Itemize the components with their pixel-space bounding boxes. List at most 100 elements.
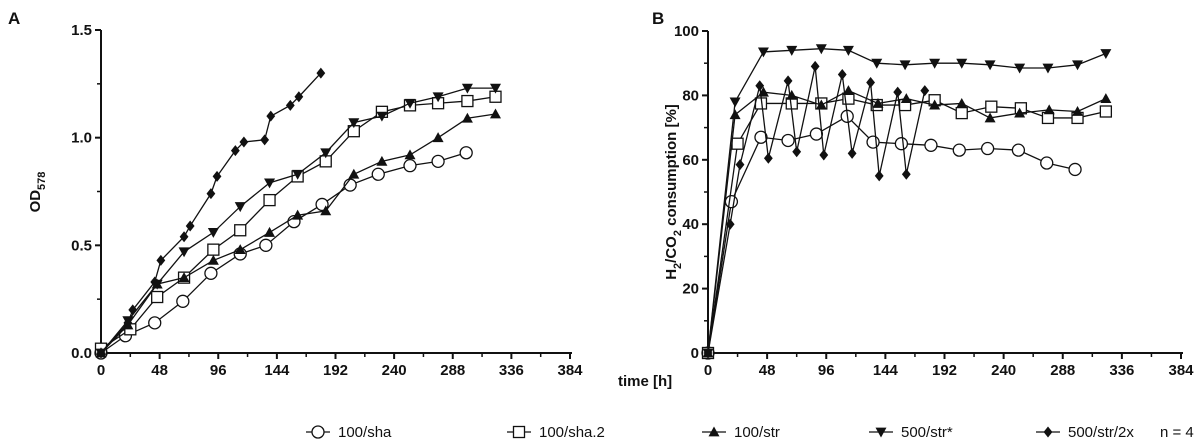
legend-item: 100/sha.2	[507, 424, 605, 441]
data-point	[956, 58, 968, 69]
data-point	[348, 168, 360, 179]
panel-label-b: B	[652, 9, 664, 28]
y-tick-label: 0	[691, 345, 699, 362]
data-point	[204, 266, 218, 280]
data-point	[1043, 104, 1055, 115]
data-point	[924, 138, 938, 152]
data-point	[837, 68, 847, 80]
data-point	[781, 133, 795, 148]
legend-item: 100/sha	[306, 424, 392, 441]
data-point	[459, 146, 473, 160]
data-point	[703, 347, 713, 359]
data-point	[901, 168, 911, 180]
data-point	[729, 97, 741, 108]
data-point	[292, 169, 304, 180]
series-100-str	[702, 85, 1112, 358]
data-point	[461, 112, 473, 123]
legend-marker	[708, 426, 720, 437]
data-point	[260, 134, 270, 146]
data-point	[874, 170, 884, 182]
data-point	[786, 45, 798, 56]
data-point	[980, 141, 995, 156]
series-line	[707, 89, 1107, 354]
data-point	[815, 44, 827, 55]
legend-item: 500/str/2x	[1036, 424, 1134, 441]
y-axis-label-b: H2/CO2 consumption [%]	[663, 104, 684, 280]
data-point	[899, 60, 911, 71]
y-axis-label-a: OD578	[27, 172, 48, 213]
data-point	[757, 47, 769, 58]
panel-label-a: A	[8, 9, 20, 28]
data-point	[763, 152, 773, 164]
data-point	[842, 45, 854, 56]
data-point	[178, 247, 190, 258]
y-tick-label: 20	[682, 281, 699, 298]
data-point	[292, 209, 304, 220]
data-point	[185, 220, 195, 232]
data-point	[461, 94, 474, 108]
x-tick-label: 144	[264, 362, 290, 379]
series-line	[707, 66, 926, 354]
data-point	[866, 135, 880, 149]
x-tick-label: 48	[759, 362, 776, 379]
data-point	[893, 86, 903, 98]
data-point	[929, 58, 941, 69]
data-point	[376, 155, 388, 166]
legend-marker	[311, 425, 325, 439]
data-point	[755, 80, 765, 92]
data-point	[786, 89, 798, 100]
data-point	[404, 149, 416, 160]
data-point	[1100, 49, 1112, 60]
series-500-str-2x	[96, 67, 326, 359]
panel-b: 0 20 40 60 80 100 0 48 96 144 192 240 288 336 384	[674, 23, 1194, 379]
data-point	[725, 218, 735, 230]
data-point	[809, 127, 824, 141]
x-axis-label: time [h]	[618, 373, 672, 390]
data-point	[866, 77, 875, 89]
x-tick-label: 192	[932, 362, 957, 379]
data-point	[348, 118, 360, 129]
legend-label: 100/sha	[338, 424, 392, 441]
data-point	[1072, 106, 1084, 116]
data-point	[792, 146, 802, 158]
data-point	[729, 109, 741, 120]
legend-label: 500/str/2x	[1068, 424, 1134, 441]
data-point	[955, 106, 968, 120]
data-point	[431, 154, 445, 169]
data-point	[872, 97, 884, 108]
data-point	[128, 304, 138, 316]
data-point	[1040, 156, 1054, 170]
data-point	[952, 143, 966, 157]
data-point	[489, 83, 501, 94]
series-500-str-2x	[703, 60, 930, 359]
data-point	[403, 159, 417, 173]
data-point	[929, 99, 941, 110]
data-point	[1068, 162, 1082, 177]
data-point	[432, 132, 444, 143]
x-tick-label: 288	[440, 362, 465, 379]
x-tick-label: 240	[991, 362, 1016, 379]
legend-item: 100/str	[702, 424, 780, 441]
sample-size-note: n = 4	[1160, 424, 1194, 441]
data-point	[900, 93, 912, 104]
y-tick-label: 1.0	[71, 130, 92, 147]
data-point	[984, 112, 996, 123]
data-point	[123, 317, 133, 329]
x-tick-label: 336	[499, 362, 524, 379]
data-point	[207, 254, 219, 265]
data-point	[1014, 63, 1026, 74]
x-tick-label: 384	[1168, 362, 1194, 379]
x-tick-label: 0	[704, 362, 712, 379]
data-point	[1014, 107, 1026, 118]
x-tick-label: 0	[97, 362, 105, 379]
data-point	[985, 100, 998, 113]
legend-label: 100/sha.2	[539, 424, 605, 441]
legend-label: 100/str	[734, 424, 780, 441]
data-point	[984, 60, 996, 71]
legend-label: 500/str*	[901, 424, 953, 441]
data-point	[264, 178, 276, 189]
data-point	[96, 347, 106, 359]
x-tick-label: 96	[210, 362, 227, 379]
y-tick-label: 100	[674, 23, 699, 40]
series-100-sha	[701, 109, 1082, 360]
